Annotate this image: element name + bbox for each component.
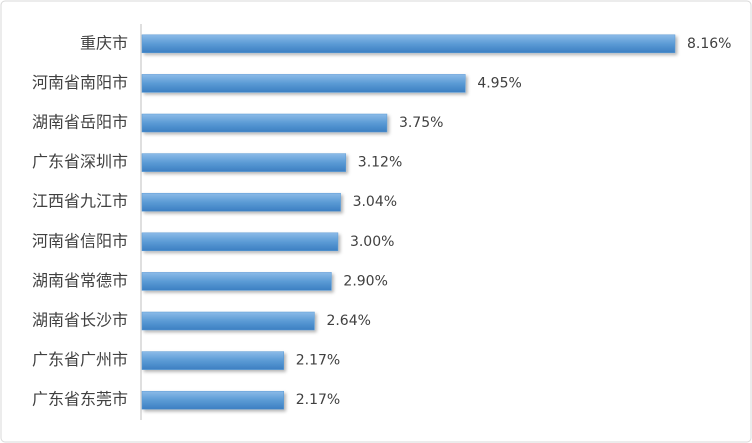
data-label: 2.64% [326,313,370,329]
bar [141,113,388,133]
bar [141,74,466,93]
bar [141,34,676,54]
bar [141,153,347,172]
data-label: 4.95% [477,75,521,91]
bar [141,272,332,291]
y-tick-label: 广东省东莞市 [32,390,128,409]
y-tick-label: 湖南省常德市 [32,271,128,290]
data-label: 8.16% [687,36,731,52]
y-tick-label: 江西省九江市 [32,192,128,211]
data-label: 3.04% [353,194,397,210]
y-tick-label: 湖南省长沙市 [32,311,128,330]
data-label: 3.75% [399,115,443,131]
y-tick-label: 湖南省岳阳市 [32,113,128,132]
data-label: 3.12% [358,155,402,171]
y-tick-label: 重庆市 [80,33,128,52]
y-tick-label: 广东省深圳市 [32,152,128,171]
y-tick-label: 河南省南阳市 [32,73,128,92]
bar [141,192,341,212]
bar [141,311,315,331]
bar [141,351,284,370]
bar [141,232,339,252]
data-label: 3.00% [350,234,394,250]
bar [141,390,284,410]
data-label: 2.17% [296,353,340,369]
y-tick-label: 广东省广州市 [32,350,128,369]
data-label: 2.90% [343,273,387,289]
data-label: 2.17% [296,392,340,408]
y-tick-label: 河南省信阳市 [32,231,128,250]
